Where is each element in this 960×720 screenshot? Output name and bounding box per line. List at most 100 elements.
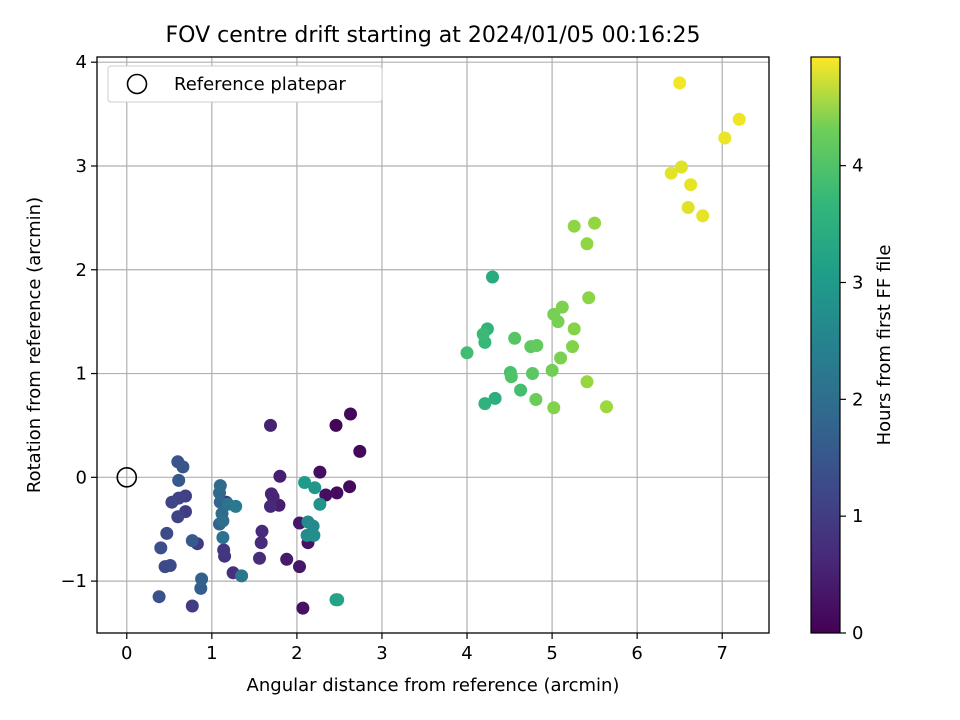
- plot-frame: [96, 56, 770, 634]
- data-point: [530, 339, 544, 352]
- data-point: [486, 270, 499, 284]
- data-point: [195, 572, 209, 586]
- data-point: [508, 331, 522, 345]
- data-point: [674, 160, 688, 174]
- y-axis-label: Rotation from reference (arcmin): [24, 197, 45, 493]
- data-point: [152, 590, 166, 604]
- data-point: [329, 418, 343, 432]
- data-point: [566, 340, 579, 354]
- data-point: [255, 524, 269, 538]
- x-tick-label: 4: [461, 643, 472, 664]
- x-tick-label: 1: [206, 643, 217, 664]
- data-point: [307, 528, 321, 542]
- data-point: [235, 569, 249, 583]
- y-axis-ticks: −1 0 1 2 3 4: [60, 52, 97, 592]
- x-axis-ticks: 0 1 2 3 4 5 6 7: [121, 633, 728, 664]
- data-point: [280, 552, 294, 566]
- data-point: [555, 300, 569, 314]
- data-points: [152, 76, 746, 615]
- data-point: [343, 480, 357, 494]
- plot-area: [97, 57, 769, 633]
- y-tick-label: 4: [76, 52, 87, 73]
- data-point: [588, 216, 602, 230]
- y-tick-label: 0: [76, 467, 87, 488]
- colorbar-tick-label: 1: [852, 506, 863, 527]
- x-tick-label: 3: [376, 643, 387, 664]
- data-point: [514, 383, 528, 397]
- reference-platepar-marker: [116, 467, 138, 488]
- data-point: [176, 460, 190, 474]
- data-point: [229, 499, 243, 513]
- data-point: [344, 407, 357, 421]
- colorbar-tick-label: 4: [852, 156, 863, 177]
- colorbar-tick-label: 2: [852, 389, 863, 410]
- data-point: [213, 479, 227, 493]
- data-point: [547, 401, 561, 415]
- data-point: [732, 112, 746, 126]
- legend-label: Reference platepar: [174, 74, 346, 95]
- colorbar-gradient: [810, 56, 841, 634]
- data-point: [526, 367, 539, 380]
- colorbar: 0 1 2 3 4 Hours from first FF file: [810, 56, 895, 644]
- data-point: [216, 531, 230, 544]
- x-axis-label: Angular distance from reference (arcmin): [247, 675, 620, 696]
- x-tick-label: 5: [546, 643, 557, 664]
- data-point: [254, 536, 268, 550]
- data-point: [171, 510, 185, 524]
- grid-lines: [97, 57, 769, 633]
- data-point: [160, 526, 174, 540]
- data-point: [293, 560, 306, 574]
- data-point: [664, 166, 678, 180]
- data-point: [529, 393, 543, 406]
- data-point: [185, 599, 199, 613]
- data-point: [172, 473, 186, 487]
- data-point: [504, 370, 518, 384]
- legend-marker-icon: [126, 73, 148, 95]
- data-point: [478, 397, 492, 411]
- data-point: [582, 291, 596, 305]
- legend-box: [107, 65, 383, 103]
- legend: Reference platepar: [107, 65, 383, 103]
- data-point: [567, 219, 581, 233]
- data-point: [580, 375, 594, 389]
- colorbar-tick-label: 0: [852, 623, 863, 644]
- data-point: [185, 534, 199, 548]
- data-point: [460, 346, 474, 360]
- x-tick-label: 0: [121, 643, 132, 664]
- x-tick-label: 6: [631, 643, 642, 664]
- colorbar-ticks: 0 1 2 3 4: [840, 156, 863, 644]
- data-point: [567, 322, 581, 336]
- data-point: [216, 514, 230, 528]
- data-point: [313, 497, 327, 511]
- data-point: [308, 481, 322, 495]
- data-point: [253, 551, 266, 565]
- data-point: [718, 131, 732, 145]
- data-point: [264, 418, 277, 432]
- data-point: [264, 499, 277, 513]
- data-point: [296, 601, 310, 615]
- data-point: [684, 178, 698, 192]
- data-point: [298, 476, 312, 489]
- data-point: [319, 488, 333, 502]
- data-point: [476, 327, 490, 341]
- data-point: [154, 541, 168, 555]
- data-point: [217, 543, 231, 557]
- chart-title: FOV centre drift starting at 2024/01/05 …: [166, 23, 701, 48]
- data-point: [600, 400, 613, 414]
- y-tick-label: −1: [60, 571, 87, 592]
- data-point: [696, 209, 710, 223]
- data-point: [681, 201, 695, 214]
- data-point: [580, 237, 594, 251]
- x-tick-label: 7: [716, 643, 727, 664]
- y-tick-label: 1: [76, 364, 87, 385]
- y-tick-label: 3: [76, 156, 87, 177]
- y-tick-label: 2: [76, 260, 87, 281]
- data-point: [306, 519, 320, 533]
- data-point: [194, 581, 208, 595]
- colorbar-tick-label: 3: [852, 272, 863, 293]
- data-point: [273, 469, 287, 483]
- data-point: [353, 444, 367, 458]
- data-point: [158, 560, 172, 574]
- data-point: [165, 495, 179, 509]
